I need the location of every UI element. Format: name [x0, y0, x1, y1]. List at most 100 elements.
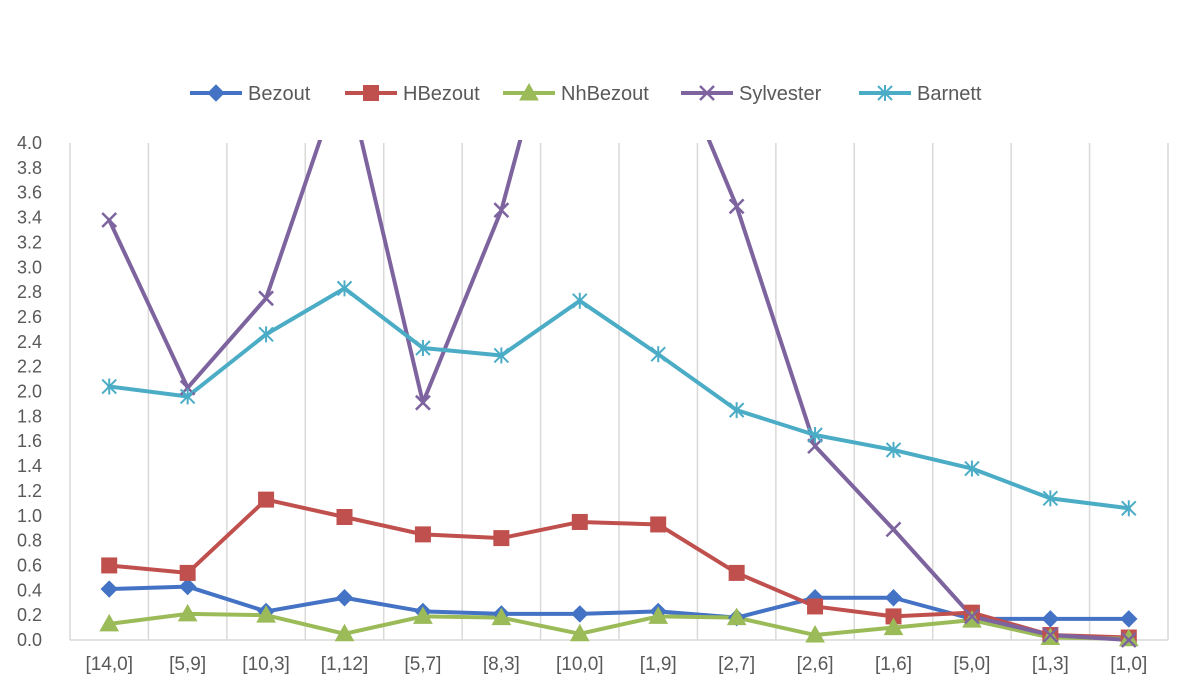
data-point-x — [1120, 632, 1137, 648]
data-point-diamond — [335, 589, 354, 607]
legend-label: NhBezout — [561, 83, 649, 105]
data-point-star — [1121, 500, 1137, 517]
y-tick-label: 0.2 — [17, 605, 42, 625]
data-point-star — [572, 292, 588, 309]
legend: Bezout HBezout NhBezout Sylvester Barnett — [190, 82, 982, 105]
y-tick-label: 1.4 — [17, 456, 42, 476]
y-tick-label: 3.0 — [17, 257, 42, 277]
legend-item-sylvester: Sylvester — [681, 83, 822, 105]
y-tick-label: 3.2 — [17, 232, 42, 252]
data-point-x — [964, 608, 980, 625]
data-point-star — [179, 388, 196, 405]
x-tick-label: [5,9] — [169, 654, 206, 675]
series-line-barnett — [107, 286, 1131, 511]
data-point-square — [650, 516, 667, 533]
legend-item-hbezout: HBezout — [345, 83, 480, 105]
legend-marker-diamond — [207, 84, 225, 102]
y-tick-label: 3.6 — [17, 183, 42, 203]
x-tick-label: [5,0] — [953, 654, 990, 675]
x-tick-label: [10,3] — [242, 654, 290, 675]
series-markers — [99, 198, 1139, 648]
x-tick-label: [1,12] — [321, 654, 369, 675]
data-point-star — [728, 402, 745, 419]
data-point-x — [493, 202, 510, 218]
legend-item-nhbezout: NhBezout — [503, 82, 649, 105]
y-tick-label: 2.8 — [17, 282, 42, 302]
data-point-triangle — [491, 607, 512, 626]
x-tick-label: [5,7] — [404, 654, 441, 675]
legend-label: Sylvester — [739, 83, 822, 105]
series-line-sylvester — [107, 140, 1131, 642]
y-axis: 0.0 0.2 0.4 0.6 0.8 1.0 1.2 1.4 1.6 1.8 2.0 2.2 2.4 2… — [17, 133, 42, 650]
data-point-triangle — [648, 606, 669, 624]
x-tick-label: [14,0] — [85, 654, 133, 675]
data-point-x — [728, 198, 745, 215]
x-axis: [14,0] [5,9] [10,3] [1,12] [5,7] [8,3] [10,0] [… — [85, 654, 1147, 675]
x-tick-label: [2,6] — [797, 654, 834, 675]
x-tick-label: [1,9] — [640, 654, 677, 675]
y-tick-label: 1.0 — [17, 506, 42, 526]
data-point-star — [650, 346, 666, 363]
data-point-square — [728, 564, 745, 581]
data-point-square — [336, 508, 353, 525]
data-point-square — [101, 557, 118, 574]
data-point-x — [1042, 627, 1059, 643]
data-point-star — [336, 280, 353, 297]
data-point-x — [101, 212, 118, 228]
y-tick-label: 3.4 — [17, 208, 42, 228]
y-tick-label: 1.2 — [17, 481, 42, 501]
data-point-triangle — [805, 625, 825, 643]
x-tick-label: [8,3] — [483, 654, 520, 675]
data-point-triangle — [962, 610, 982, 628]
data-point-square — [179, 564, 196, 581]
y-tick-label: 2.0 — [17, 382, 42, 402]
series-line-bezout — [107, 584, 1131, 621]
y-tick-label: 3.8 — [17, 158, 42, 178]
series-line-nhbezout — [107, 611, 1131, 641]
data-point-star — [1042, 490, 1059, 507]
data-point-diamond — [571, 605, 589, 623]
data-point-star — [258, 326, 274, 343]
data-point-star — [964, 460, 980, 477]
legend-item-barnett: Barnett — [859, 83, 982, 105]
legend-marker-triangle — [519, 82, 539, 101]
data-point-square — [414, 526, 431, 543]
y-tick-label: 2.4 — [17, 332, 42, 352]
legend-marker-square — [363, 85, 379, 101]
y-tick-label: 0.6 — [17, 555, 42, 575]
data-point-star — [885, 441, 902, 458]
legend-item-bezout: Bezout — [190, 83, 311, 105]
y-tick-label: 2.6 — [17, 307, 42, 327]
data-point-diamond — [178, 577, 197, 596]
data-point-triangle — [1118, 628, 1139, 647]
data-point-x — [885, 521, 902, 538]
data-point-triangle — [726, 607, 747, 626]
data-point-square — [571, 513, 588, 530]
data-point-diamond — [1041, 610, 1060, 628]
legend-label: Barnett — [917, 83, 982, 105]
legend-marker-x — [699, 85, 715, 101]
data-point-square — [807, 598, 824, 615]
data-point-star — [807, 426, 823, 443]
legend-marker-star — [877, 85, 893, 101]
data-point-triangle — [99, 613, 120, 632]
data-point-triangle — [569, 623, 590, 642]
data-point-diamond — [100, 580, 118, 598]
series-lines — [107, 140, 1131, 642]
x-tick-label: [1,3] — [1032, 654, 1069, 675]
data-point-diamond — [1120, 610, 1138, 628]
y-tick-label: 0.8 — [17, 531, 42, 551]
data-point-square — [258, 491, 275, 508]
y-tick-label: 1.8 — [17, 406, 42, 426]
data-point-diamond — [884, 589, 903, 607]
legend-label: Bezout — [248, 83, 311, 105]
data-point-triangle — [256, 605, 276, 623]
data-point-star — [101, 378, 117, 395]
y-tick-label: 2.2 — [17, 357, 42, 377]
grid — [69, 143, 1169, 641]
data-point-x — [415, 394, 431, 411]
data-point-triangle — [177, 603, 198, 622]
data-point-star — [415, 340, 431, 357]
